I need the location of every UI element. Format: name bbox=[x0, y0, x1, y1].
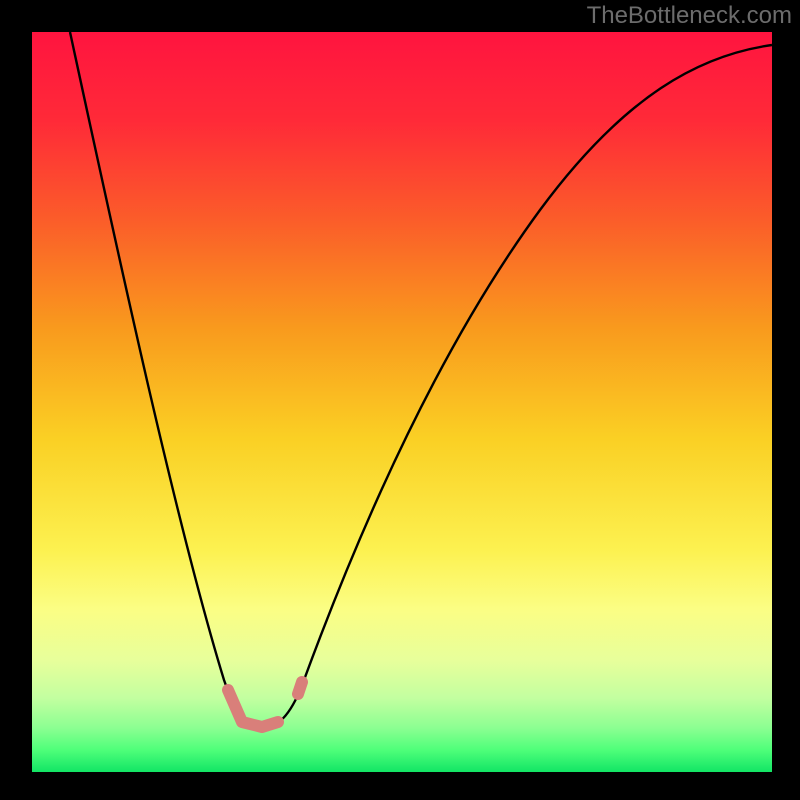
bottleneck-chart bbox=[0, 0, 800, 800]
plot-background bbox=[32, 32, 772, 772]
watermark-text: TheBottleneck.com bbox=[587, 2, 792, 30]
chart-frame: TheBottleneck.com bbox=[0, 0, 800, 800]
marker-segment bbox=[298, 682, 302, 694]
